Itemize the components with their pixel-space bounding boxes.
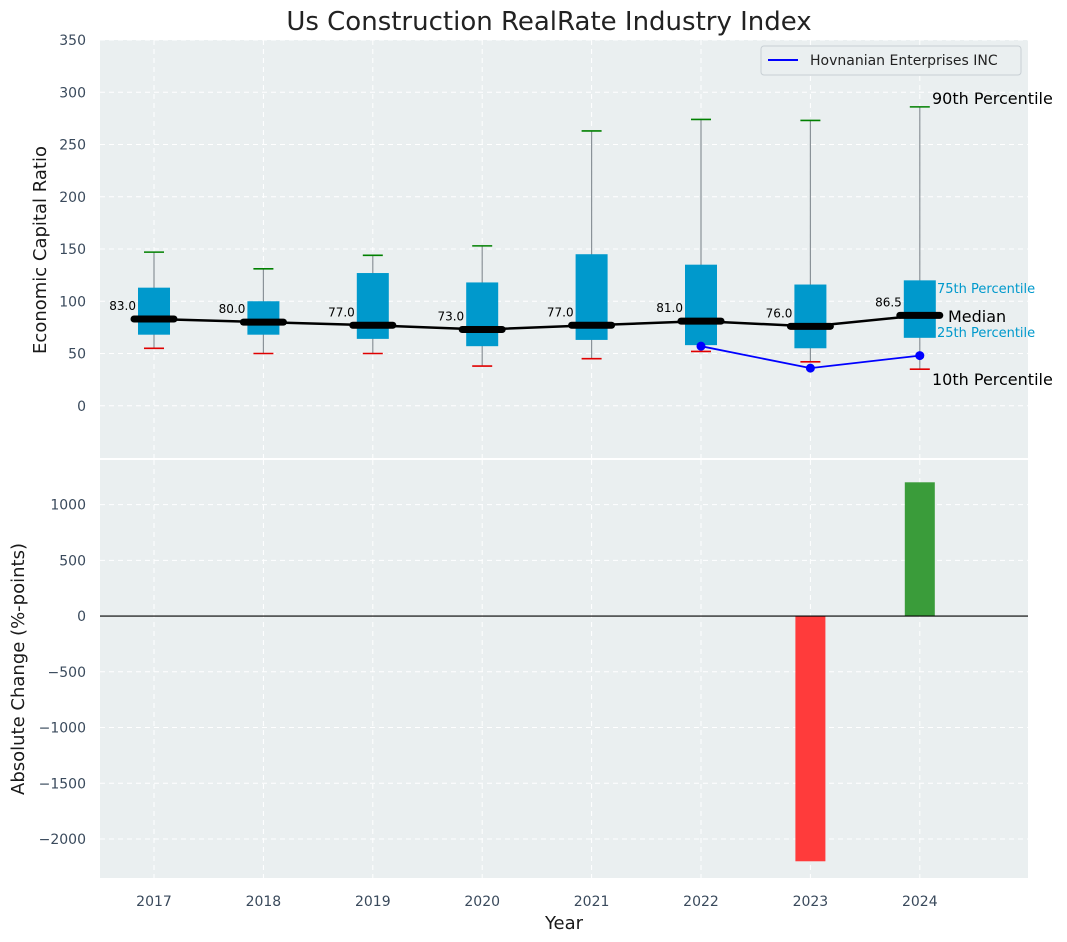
box-panel-y-tick-350: 350: [59, 33, 86, 49]
bar-panel-y-tick--500: −500: [48, 665, 86, 681]
median-label-2017: 83.0: [109, 299, 136, 313]
x-axis-label: Year: [544, 913, 584, 934]
iqr-box-2017: [138, 287, 170, 335]
box-panel-y-ticks: 0 50 100 150 200 250 300 350: [59, 33, 86, 415]
bar-panel-marks: [100, 482, 1028, 862]
x-tick-2024: 2024: [902, 894, 938, 910]
legend-frame: [760, 45, 1022, 76]
iqr-box-2024: [903, 280, 936, 338]
bar-panel-y-tick-500: 500: [59, 553, 86, 569]
legend: Hovnanian Enterprises INC: [760, 45, 1022, 76]
x-tick-2020: 2020: [464, 894, 500, 910]
median-label-2018: 80.0: [219, 302, 246, 316]
chart-title: Us Construction RealRate Industry Index: [286, 7, 811, 37]
box-panel-y-label: Economic Capital Ratio: [30, 146, 51, 354]
bar-panel-y-label: Absolute Change (%-points): [8, 543, 29, 795]
bar-panel-y-tick-1000: 1000: [50, 498, 86, 514]
bar-panel-y-ticks: −2000 −1500 −1000 −500 0 500 1000: [39, 498, 86, 848]
iqr-box-2019: [356, 273, 389, 339]
iqr-box-2020: [466, 282, 499, 347]
iqr-box-2018: [247, 301, 280, 335]
annotation-90th-percentile: 90th Percentile: [932, 89, 1053, 108]
bar-panel-background: [100, 460, 1028, 878]
x-tick-2021: 2021: [574, 894, 610, 910]
x-tick-2022: 2022: [683, 894, 719, 910]
change-bar-2023: [795, 616, 826, 862]
bar-panel-y-tick--2000: −2000: [39, 832, 86, 848]
box-panel-y-tick-150: 150: [59, 242, 86, 258]
iqr-box-2023: [794, 284, 827, 349]
median-label-2024: 86.5: [875, 295, 902, 309]
annotation-median: Median: [948, 307, 1006, 326]
box-panel-y-tick-100: 100: [59, 294, 86, 310]
x-tick-2018: 2018: [246, 894, 282, 910]
x-tick-2019: 2019: [355, 894, 391, 910]
legend-company-label: Hovnanian Enterprises INC: [810, 53, 998, 69]
annotation-10th-percentile: 10th Percentile: [932, 370, 1053, 389]
median-label-2019: 77.0: [328, 305, 355, 319]
median-label-2022: 81.0: [656, 301, 683, 315]
company-point-2024: [915, 351, 925, 361]
median-label-2023: 76.0: [766, 306, 793, 320]
box-panel-y-tick-0: 0: [77, 399, 86, 415]
box-panel-marks: 83.0 80.0 77.0 73.0 77.0 81.0 76.0 86.5: [109, 106, 944, 373]
box-panel-y-tick-300: 300: [59, 85, 86, 101]
median-label-2020: 73.0: [437, 309, 464, 323]
company-point-2023: [805, 363, 815, 373]
box-panel-y-tick-200: 200: [59, 190, 86, 206]
x-tick-2023: 2023: [793, 894, 829, 910]
median-label-2021: 77.0: [547, 305, 574, 319]
x-axis-ticks: 2017 2018 2019 2020 2021 2022 2023 2024: [136, 894, 938, 910]
box-panel-y-tick-50: 50: [68, 347, 86, 363]
change-bar-2024: [904, 482, 935, 617]
bar-panel-y-tick--1000: −1000: [39, 721, 86, 737]
bar-panel-y-tick--1500: −1500: [39, 776, 86, 792]
box-panel-y-tick-250: 250: [59, 138, 86, 154]
annotation-75th-percentile: 75th Percentile: [937, 282, 1035, 297]
x-tick-2017: 2017: [136, 894, 172, 910]
company-point-2022: [696, 341, 706, 351]
annotation-25th-percentile: 25th Percentile: [937, 326, 1035, 341]
bar-panel-y-tick-0: 0: [77, 609, 86, 625]
iqr-box-2022: [685, 264, 717, 346]
